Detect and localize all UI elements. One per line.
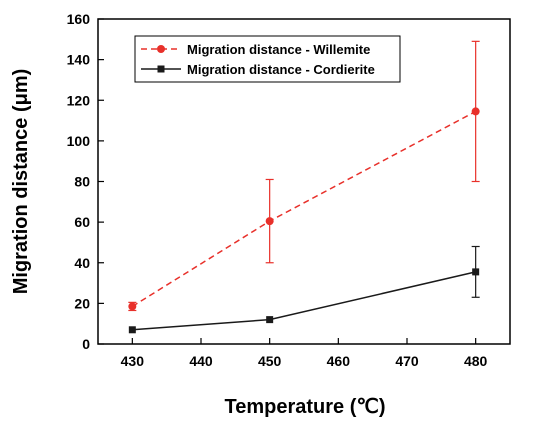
x-tick-label: 430 bbox=[121, 353, 145, 369]
data-point bbox=[128, 326, 136, 334]
x-tick-label: 460 bbox=[327, 353, 351, 369]
legend: Migration distance - Willemite Migration … bbox=[134, 35, 401, 83]
x-axis-title: Temperature (℃) bbox=[224, 396, 385, 418]
data-point bbox=[472, 268, 480, 276]
y-axis-title: Migration distance (μm) bbox=[10, 69, 32, 295]
data-point bbox=[471, 107, 480, 116]
legend-marker-2 bbox=[157, 65, 165, 73]
x-tick-label: 440 bbox=[189, 353, 213, 369]
axes: 430 440 450 460 470 480 0 20 40 60 80 100 120 140 160 bbox=[67, 11, 488, 369]
y-tick-label: 40 bbox=[74, 255, 90, 271]
x-tick-label: 450 bbox=[258, 353, 282, 369]
y-tick-label: 160 bbox=[67, 11, 91, 27]
legend-box bbox=[134, 35, 401, 83]
series-layer bbox=[128, 40, 480, 334]
x-tick-label: 470 bbox=[395, 353, 419, 369]
series-line-2 bbox=[132, 271, 476, 331]
y-tick-label: 60 bbox=[74, 214, 90, 230]
y-tick-label: 20 bbox=[74, 295, 90, 311]
legend-label-2: Migration distance - Cordierite bbox=[187, 62, 375, 77]
y-tick-label: 80 bbox=[74, 174, 90, 190]
y-tick-label: 0 bbox=[82, 336, 90, 352]
data-point bbox=[128, 302, 137, 311]
series-line-1 bbox=[131, 110, 477, 308]
data-point bbox=[265, 217, 274, 226]
y-tick-label: 100 bbox=[67, 133, 91, 149]
x-tick-label: 480 bbox=[464, 353, 488, 369]
legend-marker-1 bbox=[157, 45, 165, 53]
y-tick-label: 120 bbox=[67, 92, 91, 108]
legend-label-1: Migration distance - Willemite bbox=[187, 42, 370, 57]
y-tick-label: 140 bbox=[67, 52, 91, 68]
data-point bbox=[266, 316, 274, 324]
